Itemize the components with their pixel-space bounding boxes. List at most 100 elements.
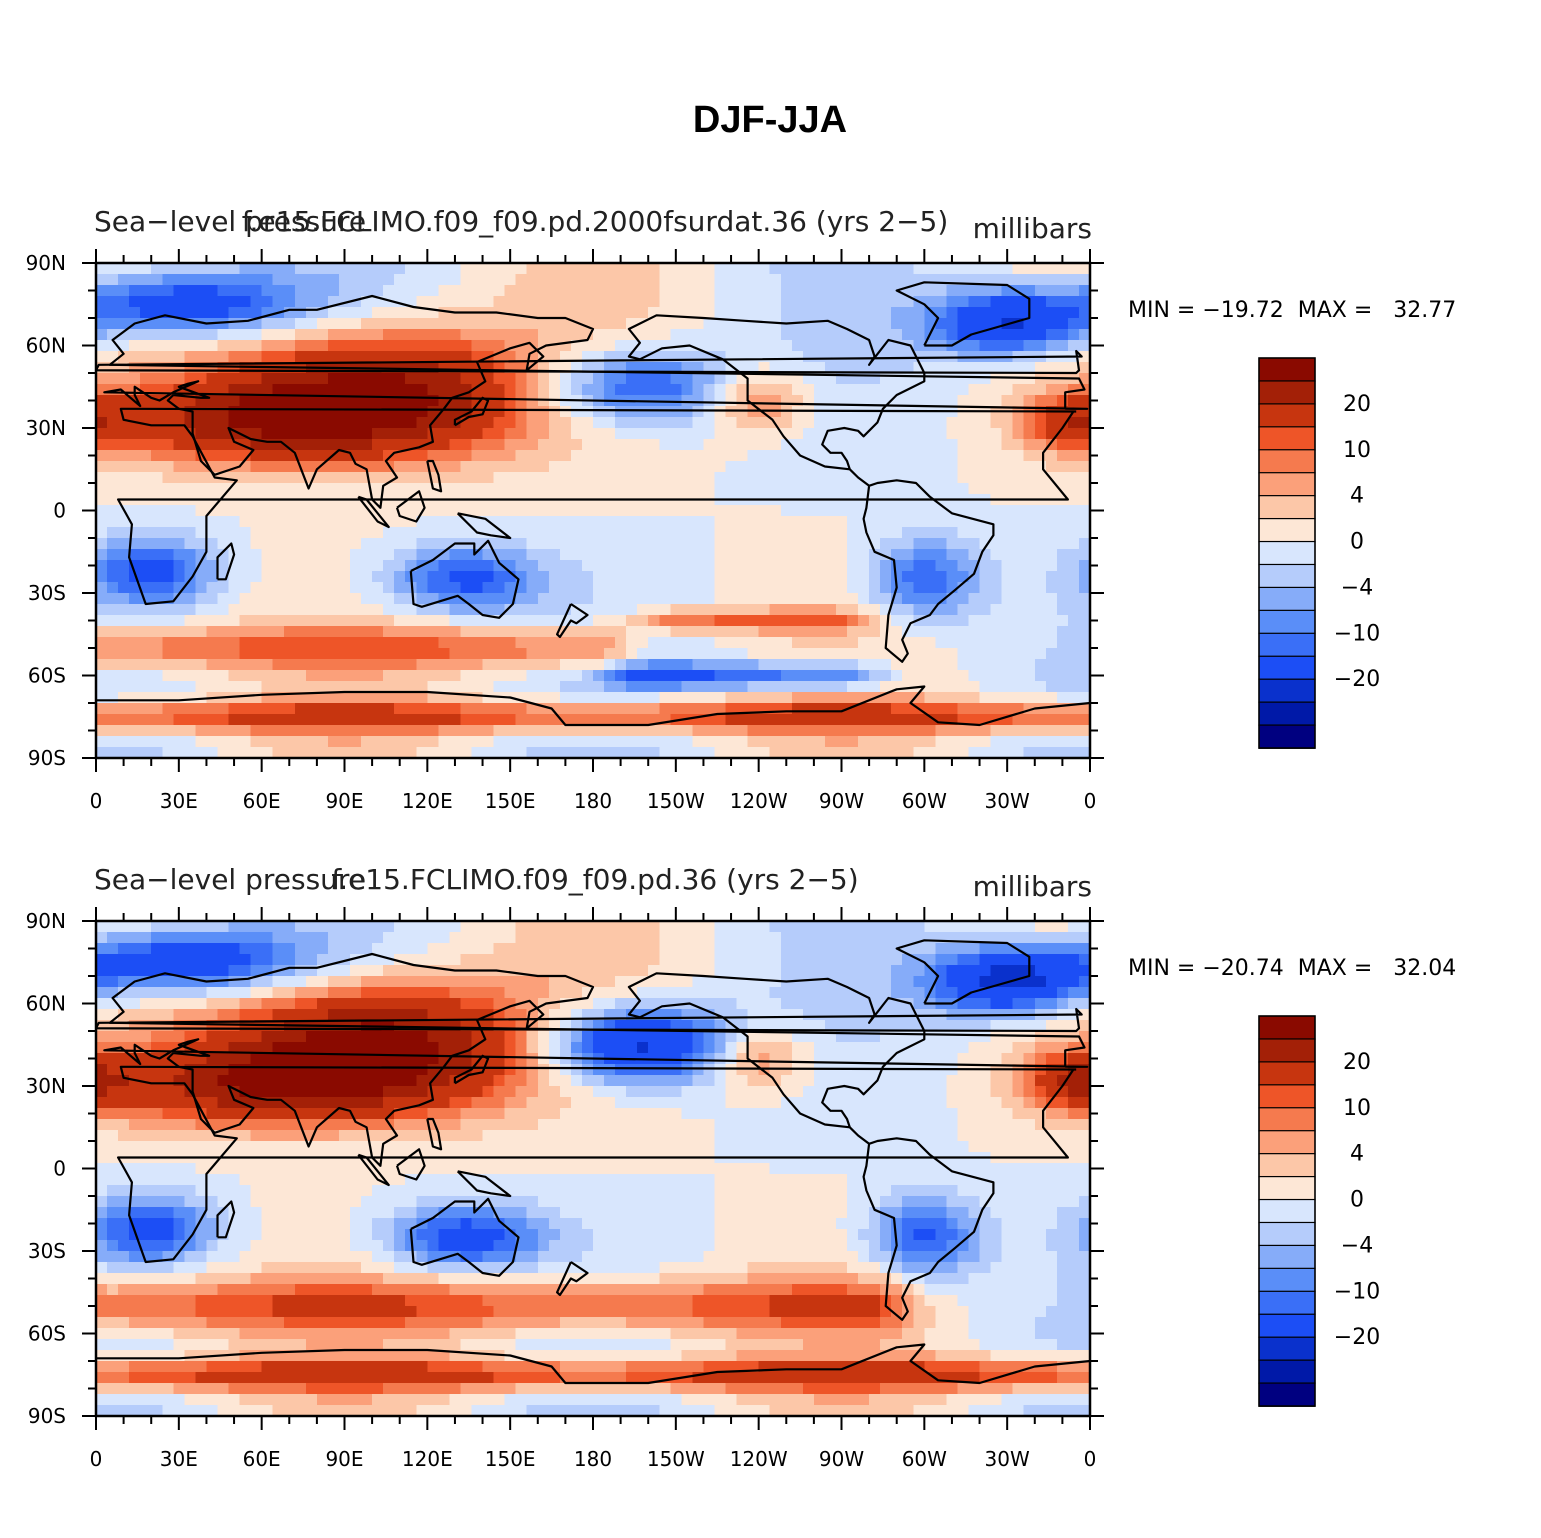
field-cell [1012,340,1025,352]
field-cell [902,527,914,539]
field-cell [802,637,815,649]
field-cell [703,461,716,473]
field-cell [813,670,826,682]
field-cell [637,318,649,330]
field-cell [449,384,462,396]
field-cell [427,373,439,385]
field-cell [1012,329,1025,341]
field-cell [129,340,141,352]
field-cell [581,943,594,955]
field-cell [957,626,970,638]
field-cell [272,560,285,572]
field-cell [913,439,925,451]
field-cell [482,582,495,594]
field-cell [228,406,241,418]
field-cell [493,747,506,759]
field-cell [96,659,108,671]
field-cell [327,461,340,473]
field-cell [802,976,815,988]
field-cell [1001,582,1014,594]
field-cell [769,483,782,495]
field-cell [747,571,760,583]
field-cell [1067,296,1080,308]
field-cell [1067,318,1080,330]
field-cell [559,417,572,429]
field-cell [416,954,428,966]
field-cell [891,483,903,495]
field-cell [305,681,318,693]
field-cell [902,987,914,999]
field-cell [648,362,660,374]
field-cell [758,505,771,517]
field-cell [261,747,274,759]
field-cell [670,582,682,594]
field-cell [813,472,826,484]
field-cell [350,637,362,649]
field-cell [593,549,605,561]
field-cell [1056,725,1069,737]
field-cell [659,954,671,966]
field-cell [316,659,329,671]
field-cell [593,516,605,528]
field-cell [703,516,716,528]
field-cell [648,439,660,451]
field-cell [118,736,130,748]
field-cell [305,263,318,275]
field-cell [239,505,252,517]
field-cell [1067,340,1080,352]
field-cell [1056,659,1069,671]
field-cell [504,296,517,308]
field-cell [305,417,318,429]
field-cell [747,538,760,550]
field-cell [162,965,174,977]
field-cell [747,604,760,616]
field-cell [714,747,727,759]
field-cell [824,351,837,363]
field-cell [272,659,285,671]
field-cell [151,285,163,297]
field-cell [791,373,804,385]
field-cell [968,943,981,955]
field-cell [361,965,373,977]
field-cell [891,461,903,473]
field-cell [791,461,804,473]
field-cell [327,263,340,275]
field-cell [438,615,451,627]
field-cell [162,998,174,1010]
field-cell [824,560,837,572]
field-cell [714,637,727,649]
field-cell [482,384,495,396]
field-cell [1078,274,1091,286]
field-cell [780,921,793,933]
field-cell [780,384,793,396]
field-cell [648,296,660,308]
field-cell [1023,417,1036,429]
field-cell [449,285,462,297]
field-cell [162,340,174,352]
field-cell [1067,263,1080,275]
field-cell [173,472,185,484]
field-cell [758,703,771,715]
field-cell [405,998,417,1010]
field-cell [604,593,616,605]
field-cell [813,703,826,715]
field-cell [283,593,296,605]
field-cell [129,351,141,363]
field-cell [272,516,285,528]
field-cell [515,703,528,715]
field-cell [1056,648,1069,660]
field-cell [593,417,605,429]
field-cell [217,263,230,275]
field-cell [294,626,307,638]
field-cell [294,725,307,737]
field-cell [670,483,682,495]
field-cell [1067,703,1080,715]
field-cell [438,527,451,539]
field-cell [559,483,572,495]
field-cell [206,428,219,440]
field-cell [769,736,782,748]
field-cell [924,274,936,286]
field-cell [206,1009,219,1021]
field-cell [129,703,141,715]
field-cell [1023,626,1036,638]
